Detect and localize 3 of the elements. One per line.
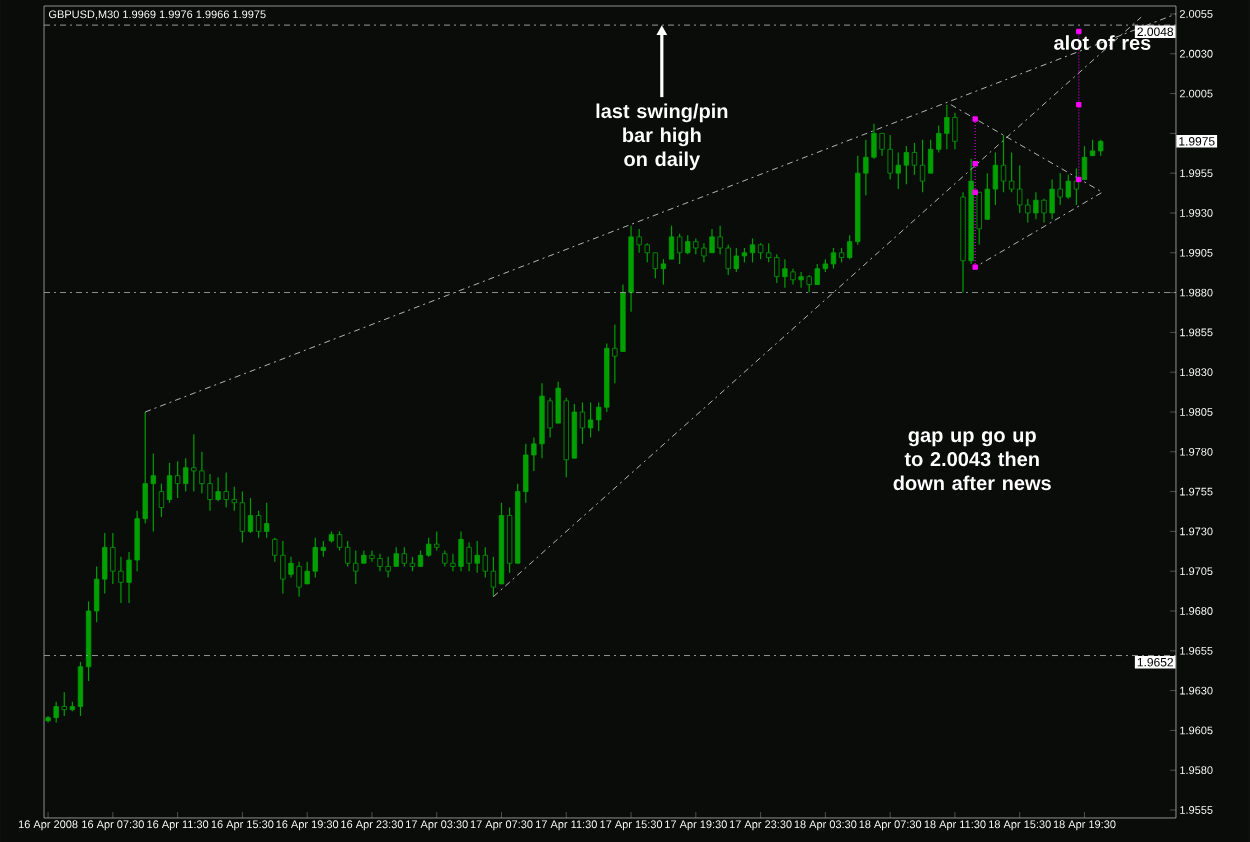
annotation: gap up go up to 2.0043 then down after news xyxy=(893,431,1051,491)
annotation: alot of res xyxy=(1054,35,1151,50)
annotation: last swing/pin bar high on daily xyxy=(596,103,728,171)
